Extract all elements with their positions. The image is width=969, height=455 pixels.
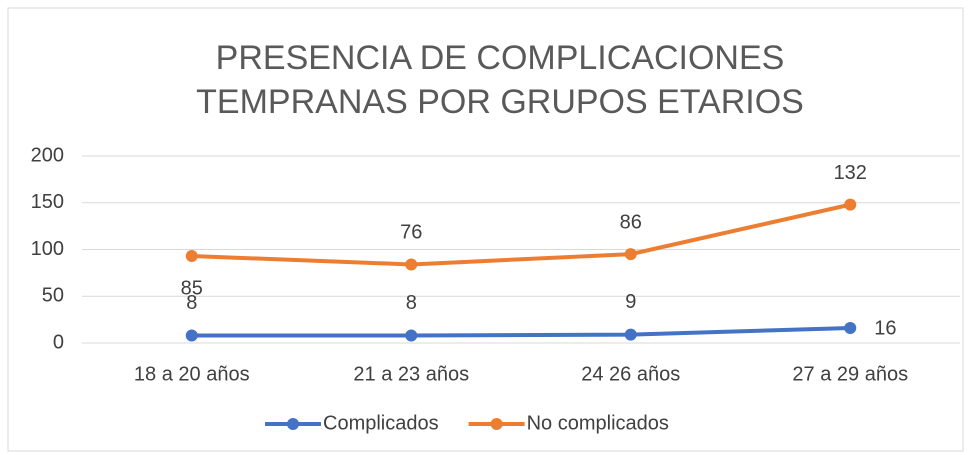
legend-marker [490, 418, 503, 430]
point [185, 250, 198, 263]
point [624, 328, 637, 341]
y-tick-label: 150 [31, 191, 64, 213]
chart-title: PRESENCIA DE COMPLICACIONES TEMPRANAS PO… [196, 39, 804, 121]
point [844, 322, 857, 335]
data-label: 76 [400, 222, 422, 244]
point [844, 198, 857, 211]
point [624, 248, 637, 261]
legend-label: No complicados [527, 412, 669, 434]
data-label: 16 [874, 317, 896, 339]
x-tick-label: 21 a 23 años [353, 363, 469, 385]
legend-label: Complicados [323, 412, 439, 434]
point [405, 258, 418, 271]
data-label: 9 [625, 291, 636, 313]
data-label: 8 [186, 292, 197, 314]
x-tick-label: 27 a 29 años [792, 363, 908, 385]
point [405, 329, 418, 342]
point [185, 329, 198, 342]
x-tick-label: 24 26 años [581, 363, 680, 385]
data-label: 86 [620, 211, 642, 233]
y-tick-label: 100 [31, 238, 64, 260]
data-label: 8 [406, 292, 417, 314]
data-label: 132 [834, 162, 867, 184]
series-line [189, 326, 853, 338]
y-tick-label: 0 [53, 331, 64, 353]
y-tick-label: 50 [42, 285, 64, 307]
legend-marker [287, 418, 299, 430]
series-line [189, 202, 853, 267]
y-tick-label: 200 [31, 144, 64, 166]
data-label: 85 [181, 277, 203, 299]
chart-frame [7, 7, 964, 452]
x-tick-label: 18 a 20 años [134, 363, 250, 385]
